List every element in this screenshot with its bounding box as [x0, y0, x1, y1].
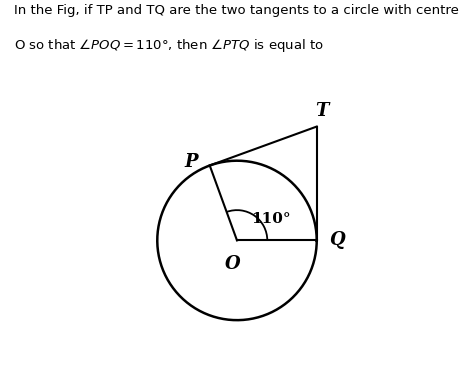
Text: O so that $\angle POQ = 110°$, then $\angle PTQ$ is equal to: O so that $\angle POQ = 110°$, then $\an…: [14, 37, 324, 54]
Text: P: P: [184, 152, 198, 170]
Text: T: T: [316, 102, 329, 120]
Text: O: O: [225, 255, 241, 273]
Text: 110°: 110°: [251, 212, 291, 226]
Text: In the Fig, if TP and TQ are the two tangents to a circle with centre: In the Fig, if TP and TQ are the two tan…: [14, 4, 459, 17]
Text: Q: Q: [328, 231, 344, 250]
